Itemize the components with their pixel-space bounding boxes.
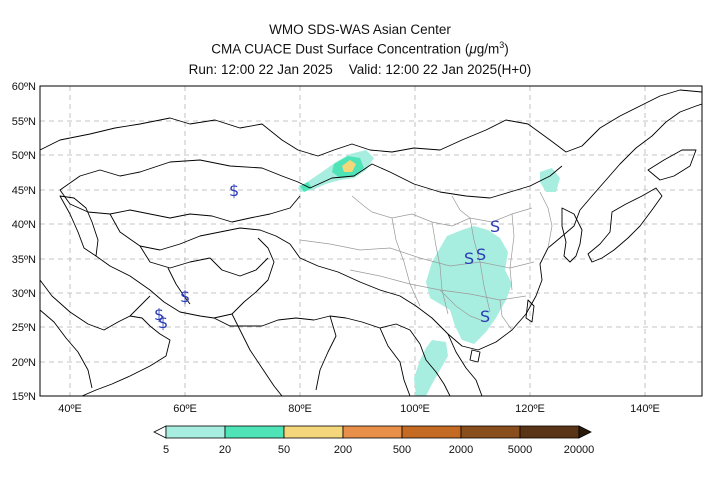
lat-label: 60ºN [12,81,36,93]
colorbar-label: 5 [163,444,169,456]
colorbar-label: 50 [278,444,290,456]
valid-time: Valid: 12:00 22 Jan 2025(H+0) [348,62,532,77]
lat-label: 45ºN [12,185,36,197]
lon-label: 60ºE [173,403,197,415]
dust-area-mongolia-high [342,160,356,172]
dust-area-southeast-asia [414,340,448,396]
longitude-labels: 40ºE 60ºE 80ºE 100ºE 120ºE 140ºE [58,403,660,415]
colorbar [153,425,592,439]
colorbar-segment [224,425,285,439]
unit-g: g/m [476,41,500,57]
colorbar-segment [342,425,403,439]
colorbar-label: 20000 [564,444,595,456]
colorbar-segment [401,425,462,439]
dust-marker: $ [180,287,190,306]
lat-label: 25ºN [12,322,36,334]
colorbar-labels: 5 20 50 200 500 2000 5000 20000 [163,444,594,456]
dust-marker: $ [154,305,164,324]
run-valid-line: Run: 12:00 22 Jan 2025 Valid: 12:00 22 Ja… [0,62,720,77]
lon-label: 120ºE [515,403,545,415]
dust-area-mongolia-east [540,168,560,192]
dust-markers: $ $ $ $ S S S S [154,181,500,332]
dust-marker: S [464,249,474,268]
colorbar-label: 200 [334,444,352,456]
map-subtitle: CMA CUACE Dust Surface Concentration (μg… [0,40,720,57]
latitude-labels: 60ºN 55ºN 50ºN 45ºN 40ºN 35ºN 30ºN 25ºN … [12,81,36,403]
colorbar-segment [165,425,226,439]
gridlines [40,86,702,396]
lon-label: 40ºE [58,403,82,415]
dust-area-central-china [426,226,512,344]
lon-label: 140ºE [630,403,660,415]
dust-shading [298,150,560,396]
dust-marker: $ [158,313,168,332]
map-title: WMO SDS-WAS Asian Center [269,22,451,37]
lat-label: 15ºN [12,391,36,403]
dust-marker: S [476,245,486,264]
colorbar-segment [519,425,580,439]
lon-label: 100ºE [400,403,430,415]
lat-label: 55ºN [12,116,36,128]
dust-marker: S [480,307,490,326]
colorbar-label: 20 [219,444,231,456]
colorbar-segment [283,425,344,439]
lat-label: 40ºN [12,219,36,231]
subtitle-suffix: ) [504,41,509,57]
dust-marker: $ [229,181,239,200]
colorbar-min-arrow [153,425,167,439]
colorbar-label: 2000 [449,444,473,456]
province-borders [299,191,553,331]
map-frame [39,85,703,397]
colorbar-label: 5000 [508,444,532,456]
lat-label: 50ºN [12,150,36,162]
lat-label: 35ºN [12,254,36,266]
map-area [40,86,702,396]
colorbar-max-arrow [578,425,592,439]
colorbar-segment [460,425,521,439]
run-time: Run: 12:00 22 Jan 2025 [188,62,333,77]
unit-mu: μ [469,41,477,57]
lon-label: 80ºE [288,403,312,415]
country-borders [40,89,702,396]
colorbar-label: 500 [393,444,411,456]
lat-label: 20ºN [12,357,36,369]
subtitle-prefix: CMA CUACE Dust Surface Concentration ( [211,41,470,57]
dust-marker: S [490,217,500,236]
lat-label: 30ºN [12,288,36,300]
unit-exponent: 3 [499,40,505,50]
